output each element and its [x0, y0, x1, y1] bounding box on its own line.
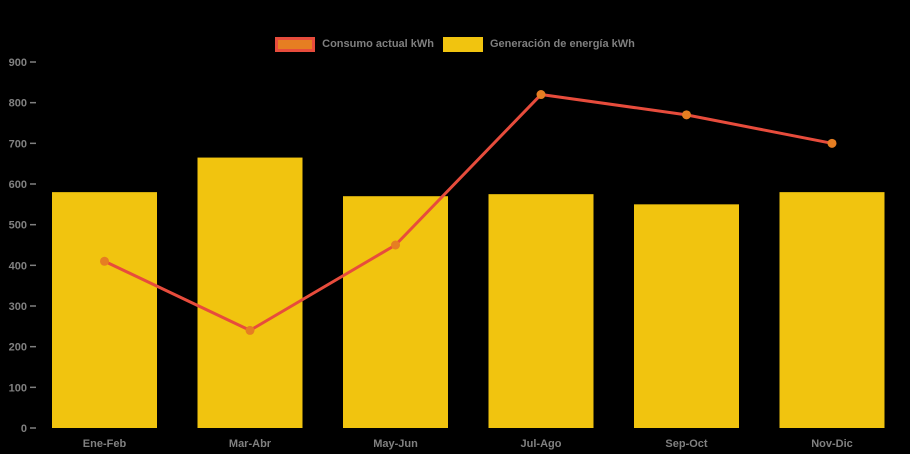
point-Nov-Dic[interactable]: [827, 138, 837, 148]
generacion-legend-label: Generación de energía kWh: [489, 38, 635, 50]
bar-Jul-Ago[interactable]: [488, 194, 594, 428]
bar-May-Jun[interactable]: [343, 196, 448, 428]
point-Ene-Feb[interactable]: [100, 256, 109, 266]
consumo-legend-swatch: [275, 37, 316, 52]
legend: Consumo actual kWh Generación de energía…: [0, 37, 910, 52]
bar-Nov-Dic[interactable]: [779, 192, 885, 428]
y-tick-label: 100: [9, 382, 27, 394]
y-tick-label: 700: [9, 138, 27, 150]
bar-Mar-Abr[interactable]: [197, 157, 303, 429]
y-tick-label: 900: [9, 57, 27, 69]
x-axis-label-Nov-Dic: Nov-Dic: [811, 438, 853, 450]
legend-item-generacion[interactable]: Generación de energía kWh: [442, 37, 635, 52]
bar-Sep-Oct[interactable]: [634, 204, 739, 428]
bar-Ene-Feb[interactable]: [52, 192, 157, 428]
y-tick-label: 600: [9, 179, 27, 191]
generacion-legend-swatch: [442, 37, 483, 52]
x-axis-label-Jul-Ago: Jul-Ago: [521, 438, 562, 450]
y-tick-label: 300: [9, 301, 27, 313]
point-Jul-Ago[interactable]: [536, 90, 546, 100]
legend-item-consumo[interactable]: Consumo actual kWh: [275, 37, 434, 52]
y-tick-label: 500: [9, 220, 27, 232]
x-axis-label-Mar-Abr: Mar-Abr: [229, 438, 272, 450]
point-May-Jun[interactable]: [391, 240, 400, 250]
y-tick-label: 200: [9, 342, 27, 354]
x-axis-label-Ene-Feb: Ene-Feb: [83, 438, 127, 450]
point-Mar-Abr[interactable]: [245, 325, 255, 335]
y-tick-label: 400: [9, 260, 27, 272]
x-axis-label-Sep-Oct: Sep-Oct: [665, 438, 708, 450]
y-tick-label: 0: [21, 423, 27, 435]
y-tick-label: 800: [9, 98, 27, 110]
x-axis-label-May-Jun: May-Jun: [373, 438, 418, 450]
consumo-legend-label: Consumo actual kWh: [322, 38, 434, 50]
consumo-line: [103, 93, 834, 332]
point-Sep-Oct[interactable]: [682, 110, 691, 120]
